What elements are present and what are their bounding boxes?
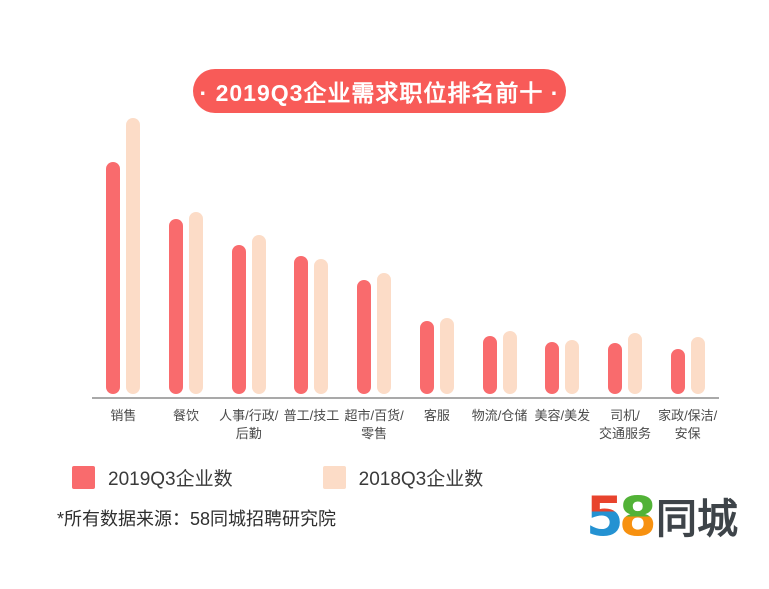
legend: 2019Q3企业数 2018Q3企业数 <box>72 464 483 491</box>
category-label: 普工/技工 <box>283 408 340 423</box>
bar-2018q3 <box>502 330 517 394</box>
category-label: 销售 <box>110 408 137 423</box>
logo-58tongcheng: 5 8 同城 <box>586 485 752 549</box>
bar-2018q3 <box>314 258 329 394</box>
bar-group <box>594 108 657 394</box>
bar-group <box>92 108 155 394</box>
bar-2019q3 <box>419 320 434 394</box>
bar-2019q3 <box>231 245 246 394</box>
bar-2018q3 <box>189 211 204 394</box>
bar-2019q3 <box>169 218 184 394</box>
bar-group <box>531 108 594 394</box>
category-label: 家政/保洁/安保 <box>658 408 718 441</box>
logo-digit-8: 8 <box>619 488 657 544</box>
legend-swatch-2019q3 <box>72 466 95 489</box>
bar-2019q3 <box>482 336 497 394</box>
bar-2018q3 <box>565 340 580 394</box>
chart-title-pill: · 2019Q3企业需求职位排名前十 · <box>193 69 566 113</box>
bar-2018q3 <box>627 333 642 394</box>
category-label: 人事/行政/后勤 <box>219 408 279 441</box>
bar-2018q3 <box>377 272 392 394</box>
x-axis-line <box>92 397 719 399</box>
bar-2018q3 <box>126 118 141 394</box>
legend-label-2019q3: 2019Q3企业数 <box>108 469 233 490</box>
logo-58-svg: 5 8 同城 <box>586 485 738 548</box>
bar-2019q3 <box>357 279 372 394</box>
bar-2018q3 <box>690 337 705 394</box>
bar-group <box>217 108 280 394</box>
category-label: 美容/美发 <box>534 408 591 423</box>
bar-group <box>468 108 531 394</box>
category-labels: 销售 餐饮 人事/行政/后勤 普工/技工 超市/百货/零售 客服 物流/仓储 美容/美发 司机/… <box>92 407 719 443</box>
bar-2019q3 <box>294 256 309 394</box>
bar-2018q3 <box>439 318 454 394</box>
logo-text-tongcheng: 同城 <box>656 495 738 543</box>
category-label: 客服 <box>423 408 450 423</box>
category-label: 物流/仓储 <box>471 408 528 423</box>
bar-2019q3 <box>670 348 685 394</box>
legend-item-2019q3: 2019Q3企业数 <box>72 464 233 491</box>
bar-group <box>343 108 406 394</box>
category-label: 餐饮 <box>173 408 200 423</box>
data-source-note: *所有数据来源：58同城招聘研究院 <box>57 509 337 529</box>
legend-label-2018q3: 2018Q3企业数 <box>358 469 484 490</box>
bar-2018q3 <box>251 235 266 394</box>
bar-groups <box>92 108 719 394</box>
bar-group <box>155 108 218 394</box>
legend-swatch-2018q3 <box>322 466 346 489</box>
category-label: 超市/百货/零售 <box>344 408 404 441</box>
bar-2019q3 <box>545 341 560 394</box>
logo-digit-5: 5 <box>586 488 624 544</box>
bar-2019q3 <box>106 162 121 394</box>
bar-group <box>406 108 469 394</box>
bar-group <box>280 108 343 394</box>
bar-group <box>656 108 719 394</box>
chart-title: · 2019Q3企业需求职位排名前十 · <box>199 80 560 106</box>
category-label: 司机/交通服务 <box>598 408 651 441</box>
legend-item-2018q3: 2018Q3企业数 <box>322 464 484 491</box>
bar-2019q3 <box>607 342 622 394</box>
